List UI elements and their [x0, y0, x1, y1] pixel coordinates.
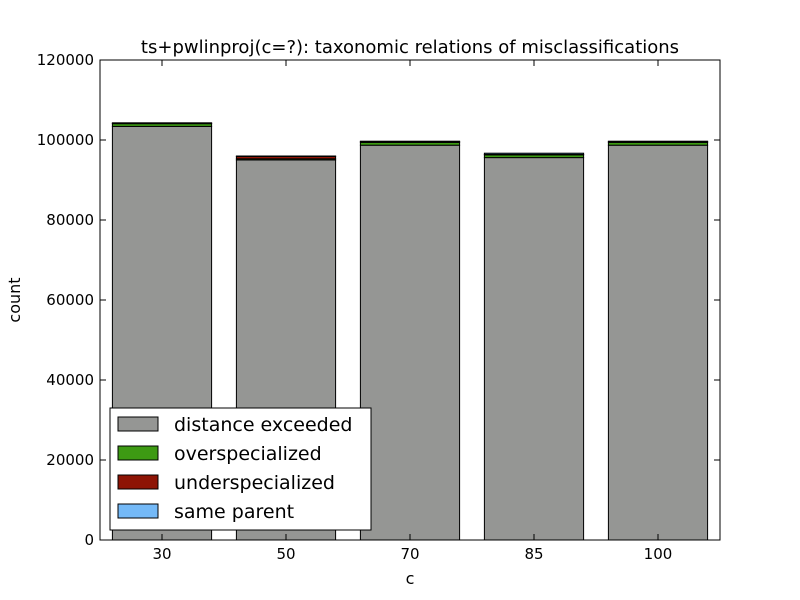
x-axis: 30 50 70 85 100	[152, 60, 672, 563]
legend-swatch	[117, 474, 159, 490]
x-tick-label: 50	[276, 545, 295, 563]
y-axis-label: count	[5, 277, 24, 322]
y-tick-label: 20000	[46, 451, 94, 469]
y-tick-label: 60000	[46, 291, 94, 309]
y-tick-label: 0	[84, 531, 94, 549]
bar-70-series-3	[359, 140, 461, 143]
y-tick-label: 40000	[46, 371, 94, 389]
legend-swatch	[117, 503, 159, 519]
legend-label: underspecialized	[174, 472, 335, 494]
bar-50-series-3	[235, 155, 337, 157]
y-tick-label: 100000	[37, 131, 94, 149]
y-tick-label: 120000	[37, 51, 94, 69]
legend-swatch	[117, 445, 159, 461]
bar-100-series-3	[607, 140, 709, 143]
legend-label: same parent	[174, 501, 294, 523]
bar-30-series-3	[111, 122, 213, 124]
bar-70-series-0	[359, 144, 461, 541]
y-tick-label: 80000	[46, 211, 94, 229]
x-tick-label: 70	[400, 545, 419, 563]
chart-title: ts+pwlinproj(c=?): taxonomic relations o…	[141, 37, 679, 58]
x-tick-label: 85	[524, 545, 543, 563]
bar-85-series-3	[483, 152, 585, 155]
legend: distance exceeded overspecialized underspe…	[109, 407, 372, 531]
bar-100-series-0	[607, 144, 709, 541]
legend-label: overspecialized	[174, 443, 322, 465]
x-tick-label: 30	[152, 545, 171, 563]
y-axis: 0 20000 40000 60000 80000 100000 120000	[37, 51, 720, 549]
legend-label: distance exceeded	[174, 414, 352, 436]
x-axis-label: c	[406, 569, 415, 588]
legend-swatch	[117, 416, 159, 432]
bar-85-series-0	[483, 157, 585, 541]
x-tick-label: 100	[644, 545, 673, 563]
